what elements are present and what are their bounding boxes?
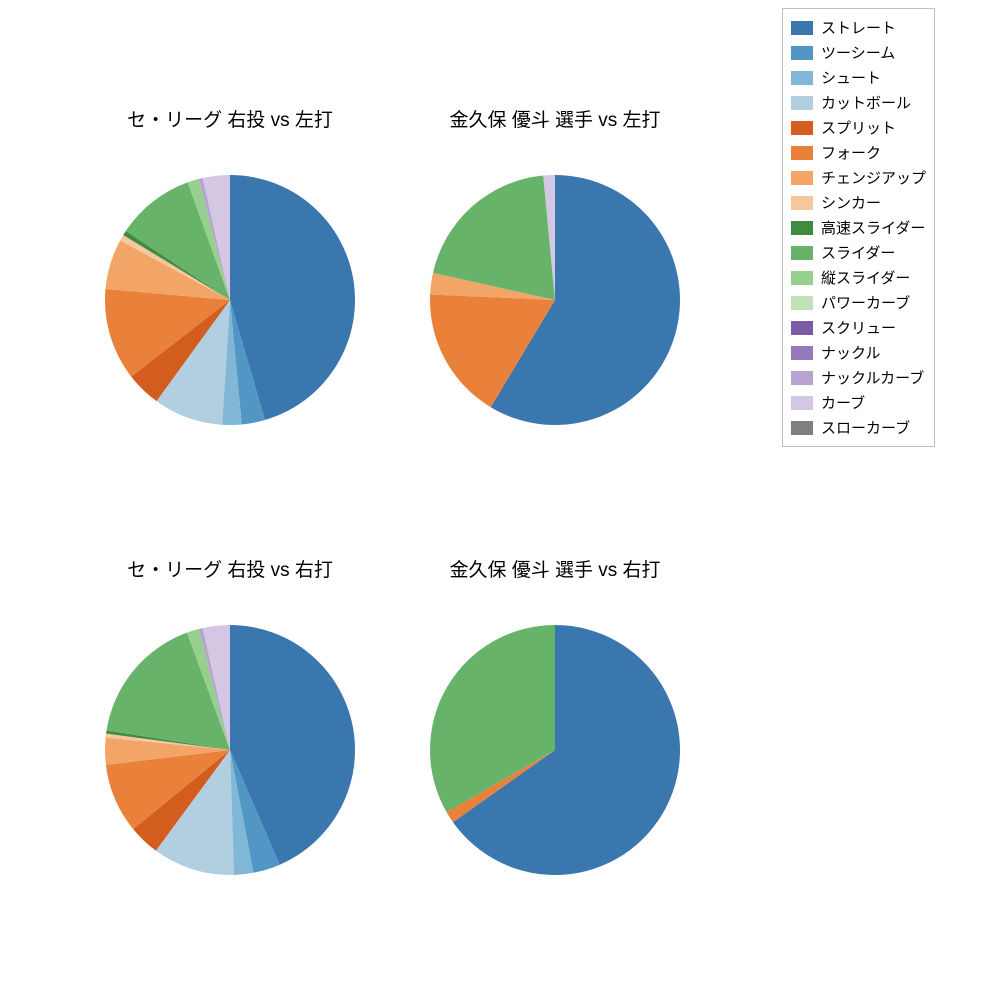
legend-item: パワーカーブ bbox=[791, 290, 926, 315]
legend-label: ナックルカーブ bbox=[821, 367, 924, 388]
legend-item: スクリュー bbox=[791, 315, 926, 340]
legend-swatch bbox=[791, 321, 813, 335]
legend-label: スクリュー bbox=[821, 317, 896, 338]
legend-item: 縦スライダー bbox=[791, 265, 926, 290]
legend-item: ナックルカーブ bbox=[791, 365, 926, 390]
legend-swatch bbox=[791, 96, 813, 110]
legend-swatch bbox=[791, 221, 813, 235]
legend-label: パワーカーブ bbox=[821, 292, 910, 313]
legend-label: チェンジアップ bbox=[821, 167, 926, 188]
legend-swatch bbox=[791, 171, 813, 185]
legend-label: カットボール bbox=[821, 92, 911, 113]
legend-item: スライダー bbox=[791, 240, 926, 265]
legend-swatch bbox=[791, 71, 813, 85]
legend-swatch bbox=[791, 371, 813, 385]
legend-swatch bbox=[791, 271, 813, 285]
legend-swatch bbox=[791, 121, 813, 135]
legend-label: シュート bbox=[821, 67, 881, 88]
legend-swatch bbox=[791, 196, 813, 210]
legend-swatch bbox=[791, 396, 813, 410]
legend-label: ストレート bbox=[821, 17, 896, 38]
legend-item: スローカーブ bbox=[791, 415, 926, 440]
pie-chart bbox=[430, 625, 680, 875]
legend-label: 縦スライダー bbox=[821, 267, 910, 288]
legend-swatch bbox=[791, 21, 813, 35]
legend-item: ナックル bbox=[791, 340, 926, 365]
legend-label: フォーク bbox=[821, 142, 881, 163]
pie-chart bbox=[105, 175, 355, 425]
legend-label: ツーシーム bbox=[821, 42, 895, 63]
legend-label: スライダー bbox=[821, 242, 895, 263]
legend-item: 高速スライダー bbox=[791, 215, 926, 240]
chart-title: 金久保 優斗 選手 vs 右打 bbox=[395, 555, 715, 582]
figure: セ・リーグ 右投 vs 左打45.59.011.910.2金久保 優斗 選手 v… bbox=[0, 0, 1000, 1000]
legend-item: シンカー bbox=[791, 190, 926, 215]
chart-title: セ・リーグ 右投 vs 左打 bbox=[70, 105, 390, 132]
pie-chart bbox=[430, 175, 680, 425]
legend-label: スローカーブ bbox=[821, 417, 910, 438]
legend-item: フォーク bbox=[791, 140, 926, 165]
legend-item: カーブ bbox=[791, 390, 926, 415]
pie-chart bbox=[105, 625, 355, 875]
legend-item: ツーシーム bbox=[791, 40, 926, 65]
legend-item: シュート bbox=[791, 65, 926, 90]
legend-item: ストレート bbox=[791, 15, 926, 40]
legend-swatch bbox=[791, 246, 813, 260]
legend-swatch bbox=[791, 46, 813, 60]
legend-item: カットボール bbox=[791, 90, 926, 115]
legend-label: 高速スライダー bbox=[821, 217, 925, 238]
legend-label: ナックル bbox=[821, 342, 881, 363]
legend-label: シンカー bbox=[821, 192, 881, 213]
chart-title: 金久保 優斗 選手 vs 左打 bbox=[395, 105, 715, 132]
legend-label: カーブ bbox=[821, 392, 865, 413]
chart-title: セ・リーグ 右投 vs 右打 bbox=[70, 555, 390, 582]
legend-swatch bbox=[791, 296, 813, 310]
legend-item: チェンジアップ bbox=[791, 165, 926, 190]
legend-item: スプリット bbox=[791, 115, 926, 140]
legend-swatch bbox=[791, 421, 813, 435]
legend: ストレートツーシームシュートカットボールスプリットフォークチェンジアップシンカー… bbox=[782, 8, 935, 447]
legend-label: スプリット bbox=[821, 117, 896, 138]
legend-swatch bbox=[791, 146, 813, 160]
legend-swatch bbox=[791, 346, 813, 360]
